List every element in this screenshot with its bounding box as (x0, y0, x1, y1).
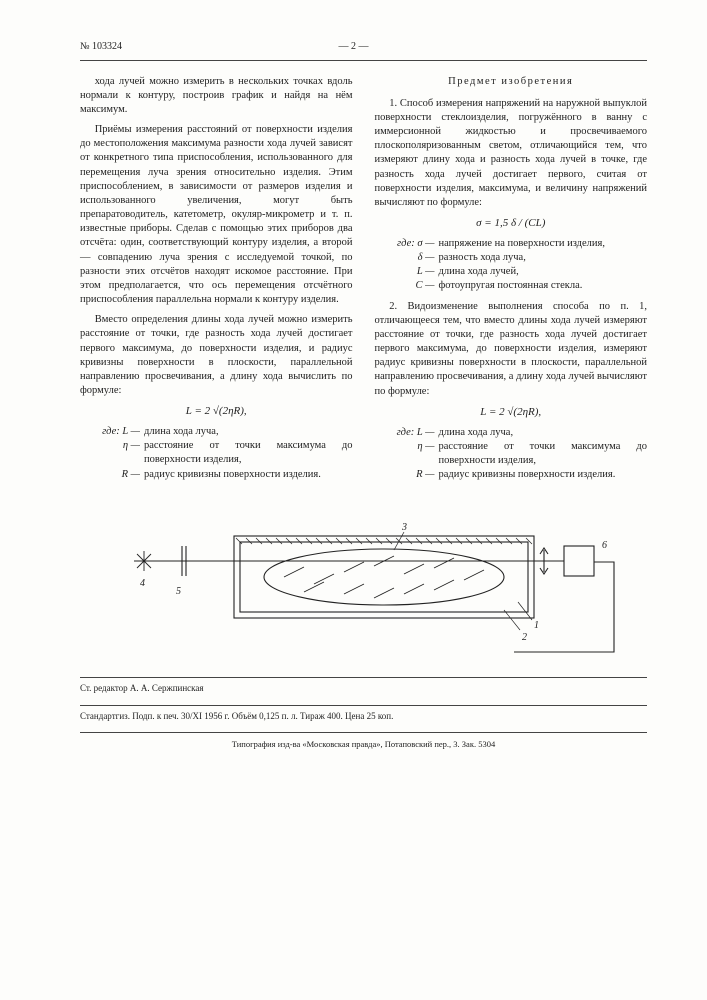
where-list: где: L —длина хода луча, η —расстояние о… (375, 426, 648, 483)
header-rule (80, 60, 647, 61)
page-number: — 2 — (339, 40, 369, 54)
formula: L = 2 √(2ηR), (80, 404, 353, 419)
txt: расстояние от точки максимума до поверхн… (144, 439, 353, 467)
right-column: Предмет изобретения 1. Способ измерения … (375, 75, 648, 489)
sym: R — (375, 468, 439, 482)
doc-number: № 103324 (80, 40, 122, 54)
sym: R — (80, 468, 144, 482)
svg-text:6: 6 (602, 540, 607, 551)
para: Вместо определения длины хода лучей можн… (80, 313, 353, 398)
para: 1. Способ измерения напряжений на наружн… (375, 97, 648, 210)
footer-rule (80, 677, 647, 678)
page: № 103324 — 2 — хода лучей можно измерить… (0, 0, 707, 1000)
sym: η — (375, 440, 439, 468)
txt: напряжение на поверхности изделия, (439, 237, 648, 251)
svg-text:2: 2 (522, 632, 527, 643)
txt: разность хода луча, (439, 251, 648, 265)
txt: радиус кривизны поверхности изделия. (144, 468, 353, 482)
para: Приёмы измерения расстояний от поверхнос… (80, 123, 353, 307)
sym: где: L — (375, 426, 439, 440)
apparatus-svg: 4 5 6 (104, 502, 624, 662)
footer-typography: Типография изд-ва «Московская правда», П… (80, 739, 647, 750)
footer-rule (80, 705, 647, 706)
sym: L — (375, 265, 439, 279)
para: 2. Видоизменение выполнения способа по п… (375, 300, 648, 399)
svg-text:1: 1 (534, 620, 539, 631)
sym: η — (80, 439, 144, 467)
sym: где: L — (80, 425, 144, 439)
svg-text:4: 4 (140, 578, 145, 589)
formula: L = 2 √(2ηR), (375, 405, 648, 420)
footer-rule (80, 732, 647, 733)
para: хода лучей можно измерить в нескольких т… (80, 75, 353, 118)
text-columns: хода лучей можно измерить в нескольких т… (80, 75, 647, 489)
left-column: хода лучей можно измерить в нескольких т… (80, 75, 353, 489)
txt: радиус кривизны поверхности изделия. (439, 468, 648, 482)
txt: фотоупругая постоянная стекла. (439, 279, 648, 293)
txt: длина хода лучей, (439, 265, 648, 279)
txt: длина хода луча, (439, 426, 648, 440)
page-header: № 103324 — 2 — (80, 40, 647, 54)
figure-diagram: 4 5 6 (80, 502, 647, 667)
where-list: где: L —длина хода луча, η —расстояние о… (80, 425, 353, 482)
formula: σ = 1,5 δ / (CL) (375, 216, 648, 231)
txt: длина хода луча, (144, 425, 353, 439)
sym: δ — (375, 251, 439, 265)
svg-text:5: 5 (176, 586, 181, 597)
footer-editor: Ст. редактор А. А. Сержпинская (80, 682, 647, 694)
where-list: где: σ —напряжение на поверхности издели… (375, 237, 648, 294)
txt: расстояние от точки максимума до поверхн… (439, 440, 648, 468)
claims-title: Предмет изобретения (375, 75, 648, 89)
footer-imprint: Стандартгиз. Подп. к печ. 30/XI 1956 г. … (80, 710, 647, 722)
sym: где: σ — (375, 237, 439, 251)
sym: C — (375, 279, 439, 293)
svg-text:3: 3 (401, 522, 407, 533)
